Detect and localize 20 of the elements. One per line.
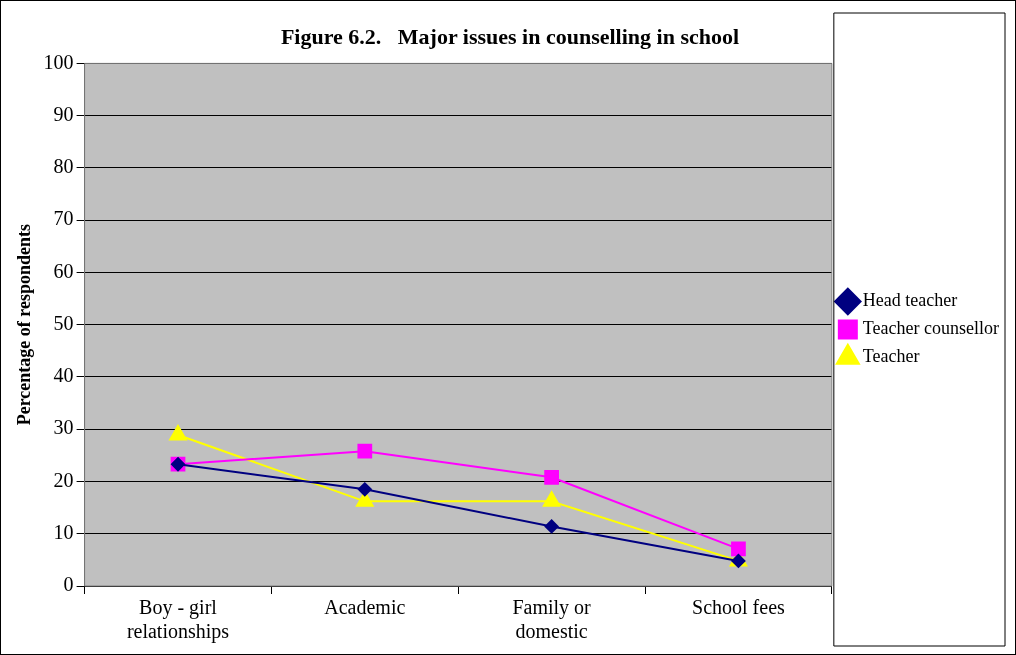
y-tick-label: 90 (53, 102, 74, 125)
x-tick-label: Academic (324, 596, 406, 619)
y-tick-label: 20 (53, 468, 74, 491)
chart-title: Figure 6.2. Major issues in counselling in school (280, 23, 740, 49)
y-tick-label: 40 (53, 364, 74, 387)
y-tick-label: 70 (53, 207, 74, 230)
x-tick-label: Family or domestic (512, 596, 592, 643)
y-tick-label: 10 (53, 520, 74, 543)
x-tick-label: Boy - girl relationships (126, 596, 230, 644)
y-tick-label: 80 (53, 155, 74, 178)
y-tick-label: 50 (53, 311, 74, 334)
legend-label: Head teacher (862, 290, 958, 311)
y-tick-label: 30 (53, 416, 74, 439)
y-tick-label: 100 (43, 50, 74, 73)
y-axis-title: Percentage of respondents (14, 224, 35, 426)
legend-label: Teacher (862, 346, 920, 367)
legend-label: Teacher counsellor (862, 318, 1000, 339)
y-tick-label: 60 (53, 259, 74, 282)
y-tick-label: 0 (63, 573, 74, 596)
x-tick-label: School fees (692, 596, 786, 619)
